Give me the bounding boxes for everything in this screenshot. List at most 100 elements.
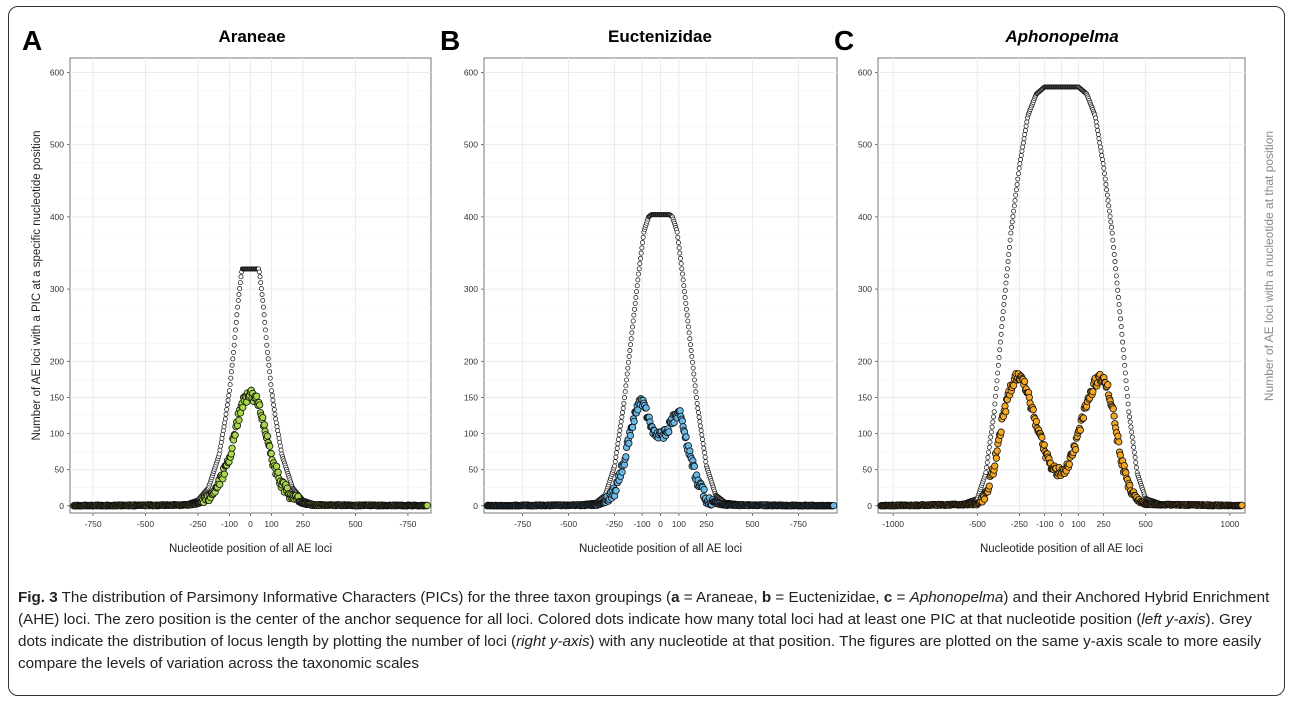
- y-tick-label: 0: [59, 501, 64, 511]
- length-point: [1011, 203, 1017, 209]
- pic-point: [997, 428, 1005, 436]
- length-point: [1093, 119, 1099, 125]
- pic-point: [690, 462, 698, 470]
- length-point: [1012, 198, 1018, 203]
- x-axis-label-b: Nucleotide position of all AE loci: [579, 543, 742, 555]
- caption-part: a: [671, 589, 680, 606]
- y-tick-label: 300: [858, 284, 872, 294]
- length-point: [1009, 219, 1015, 225]
- x-tick-label: -500: [969, 519, 986, 529]
- x-tick-label: -250: [190, 519, 207, 529]
- length-point: [690, 359, 695, 365]
- length-point: [618, 423, 623, 429]
- length-point: [1095, 127, 1101, 133]
- x-axis-label-a: Nucleotide position of all AE loci: [169, 543, 332, 555]
- length-point: [988, 429, 994, 435]
- length-point: [269, 388, 275, 394]
- length-point: [1011, 208, 1017, 214]
- y-tick-label: 400: [858, 212, 872, 222]
- length-point: [1104, 192, 1110, 198]
- length-point: [218, 443, 224, 449]
- length-point: [615, 441, 621, 447]
- length-point: [612, 463, 617, 469]
- length-point: [1023, 123, 1029, 129]
- length-point: [1103, 181, 1109, 187]
- x-tick-label: 250: [296, 519, 310, 529]
- length-point: [1118, 316, 1123, 322]
- length-point: [697, 419, 703, 425]
- length-point: [636, 271, 641, 277]
- pic-points-b: [483, 395, 838, 510]
- pic-point: [700, 485, 708, 494]
- panel-letter-b: B: [440, 25, 460, 56]
- length-point: [257, 274, 263, 280]
- length-point: [1122, 370, 1128, 376]
- figure-caption: Fig. 3 The distribution of Parsimony Inf…: [18, 587, 1273, 675]
- length-point: [678, 261, 684, 267]
- length-point: [1130, 439, 1136, 445]
- y-tick-label: 200: [464, 356, 478, 366]
- x-tick-label: 500: [348, 519, 362, 529]
- x-tick-label: 250: [699, 519, 713, 529]
- length-point: [274, 424, 280, 430]
- length-point: [1129, 434, 1135, 440]
- length-point: [676, 240, 681, 246]
- pic-point: [263, 432, 272, 440]
- length-point: [1112, 259, 1118, 265]
- length-point: [1014, 181, 1020, 187]
- length-point: [626, 353, 632, 359]
- length-point: [623, 383, 629, 389]
- length-point: [277, 443, 283, 449]
- length-point: [628, 342, 633, 348]
- length-point: [690, 365, 696, 371]
- x-tick-label: 0: [1059, 519, 1064, 529]
- length-point: [1017, 161, 1023, 167]
- length-point: [1101, 165, 1107, 171]
- length-point: [636, 266, 642, 272]
- length-point: [616, 436, 621, 442]
- length-point: [1111, 252, 1117, 257]
- length-point: [232, 335, 238, 341]
- length-point: [1004, 273, 1010, 279]
- length-point: [228, 375, 234, 381]
- panel-title-b: Euctenizidae: [608, 27, 712, 46]
- length-point: [275, 428, 281, 434]
- length-point: [682, 289, 687, 295]
- length-point: [259, 292, 265, 297]
- length-point: [640, 234, 646, 240]
- y-tick-label: 600: [50, 67, 64, 77]
- length-point: [622, 395, 627, 401]
- length-point: [991, 409, 997, 415]
- length-point: [1097, 140, 1103, 146]
- length-point: [637, 261, 643, 267]
- length-point: [684, 312, 690, 318]
- length-point: [1127, 419, 1133, 425]
- pic-point: [665, 428, 673, 436]
- pic-point: [830, 501, 838, 510]
- length-point: [1020, 140, 1026, 146]
- length-point: [271, 407, 277, 412]
- length-point: [223, 411, 229, 417]
- length-point: [1019, 148, 1025, 154]
- length-point: [266, 362, 272, 368]
- pic-point: [256, 401, 264, 409]
- length-point: [678, 255, 683, 261]
- length-point: [694, 401, 700, 406]
- length-point: [681, 283, 687, 289]
- length-point: [619, 414, 625, 420]
- pic-point: [228, 444, 236, 452]
- length-point: [1121, 355, 1127, 361]
- length-point: [692, 383, 698, 389]
- caption-part: b: [761, 589, 772, 606]
- right-axis-label: Number of AE loci with a nucleotide at t…: [1262, 131, 1276, 401]
- length-point: [273, 420, 279, 426]
- length-point: [230, 356, 236, 362]
- pic-point: [1109, 405, 1117, 413]
- pic-point: [260, 421, 268, 429]
- length-point: [698, 428, 704, 433]
- length-point: [624, 371, 630, 377]
- length-point: [992, 401, 998, 407]
- length-point: [222, 416, 228, 422]
- length-point: [626, 359, 631, 365]
- pic-point: [1040, 441, 1048, 449]
